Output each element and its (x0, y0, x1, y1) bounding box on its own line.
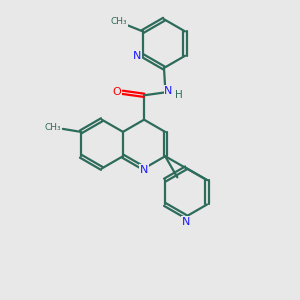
Text: CH₃: CH₃ (44, 123, 61, 132)
Text: N: N (133, 51, 141, 61)
Text: N: N (140, 165, 148, 175)
Text: N: N (164, 86, 172, 96)
Text: N: N (182, 217, 190, 227)
Text: CH₃: CH₃ (111, 17, 128, 26)
Text: O: O (112, 87, 121, 97)
Text: H: H (175, 90, 183, 100)
